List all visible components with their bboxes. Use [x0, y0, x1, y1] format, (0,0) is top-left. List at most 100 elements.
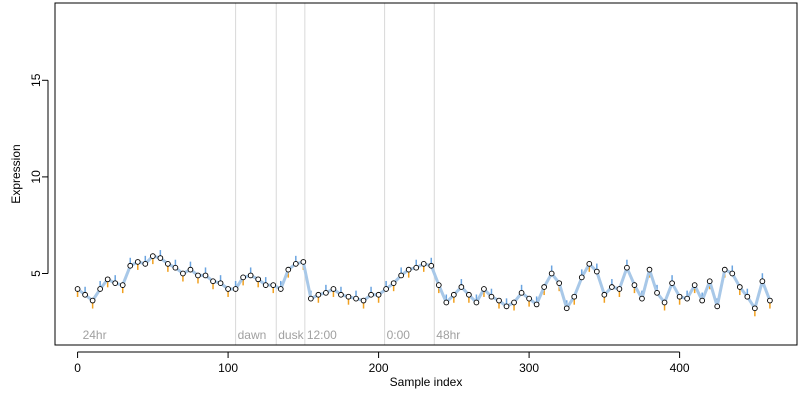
data-point [112, 280, 119, 287]
data-point [767, 297, 773, 304]
data-point [533, 301, 540, 308]
data-point [699, 297, 706, 304]
data-point [315, 291, 322, 298]
data-point [270, 282, 277, 288]
data-point [390, 280, 397, 287]
data-point [752, 305, 758, 312]
plot-frame [54, 2, 798, 346]
x-tick-label: 300 [519, 361, 539, 375]
data-point [165, 260, 171, 267]
data-point [300, 259, 307, 265]
data-point [89, 297, 96, 304]
data-point [420, 260, 427, 267]
data-point [82, 291, 88, 298]
y-axis: 5 10 15 [29, 73, 49, 277]
data-point [578, 274, 585, 281]
data-point [285, 266, 292, 273]
data-point [413, 264, 420, 271]
y-tick-label: 15 [29, 73, 43, 87]
data-point [676, 293, 683, 300]
region-label: 24hr [83, 328, 107, 342]
data-point [548, 270, 555, 277]
x-tick-label: 0 [74, 361, 81, 375]
data-point [428, 262, 435, 269]
data-point [691, 282, 698, 288]
data-point [721, 266, 728, 273]
region-dividers [235, 3, 435, 345]
data-point [405, 266, 412, 273]
x-tick-label: 400 [670, 361, 690, 375]
data-point [684, 295, 690, 302]
data-point [375, 291, 382, 298]
data-point [119, 282, 126, 288]
region-label: 48hr [436, 328, 460, 342]
region-label: dusk [278, 328, 304, 342]
data-point [398, 272, 405, 279]
data-point [127, 262, 134, 269]
data-point [759, 278, 766, 285]
data-point [330, 286, 337, 292]
data-point [338, 291, 344, 298]
data-point [202, 272, 209, 279]
data-point [488, 293, 495, 300]
data-point [172, 264, 179, 271]
data-point [616, 286, 623, 292]
data-point [217, 280, 224, 287]
data-point [255, 276, 262, 283]
data-point [360, 297, 367, 304]
x-tick-label: 200 [369, 361, 389, 375]
data-point [736, 284, 743, 290]
data-point [247, 272, 254, 279]
data-point [74, 286, 81, 292]
data-point [661, 299, 668, 306]
data-point [435, 282, 442, 288]
data-point [563, 305, 570, 312]
data-point [187, 266, 194, 273]
data-point [609, 284, 615, 290]
data-point [292, 260, 299, 267]
data-point [232, 286, 239, 292]
data-point [210, 278, 216, 285]
data-point [481, 286, 487, 292]
data-point [353, 295, 359, 302]
y-axis-title: Expression [9, 144, 23, 203]
data-point [466, 291, 472, 298]
data-point [134, 259, 141, 265]
data-point [142, 260, 149, 267]
y-tick-label: 5 [29, 270, 43, 277]
region-label: 12:00 [307, 328, 337, 342]
region-label: dawn [238, 328, 267, 342]
data-point [496, 297, 502, 304]
data-point [262, 282, 269, 288]
data-point [593, 268, 600, 275]
data-point [714, 303, 721, 310]
x-axis: 0 100 200 300 400 [74, 351, 690, 375]
y-tick-label: 10 [29, 170, 43, 184]
data-point [450, 291, 457, 298]
residual-segments [76, 250, 771, 317]
data-point [149, 253, 156, 259]
data-point [240, 274, 246, 281]
data-point [526, 295, 532, 302]
data-point [639, 295, 645, 302]
x-axis-title: Sample index [390, 375, 463, 389]
data-point [458, 284, 465, 290]
data-point [744, 293, 751, 300]
x-tick-label: 100 [218, 361, 238, 375]
data-point [368, 291, 374, 298]
data-point [503, 303, 510, 310]
data-point [518, 289, 525, 296]
data-point [443, 299, 450, 306]
data-point [308, 295, 314, 302]
data-point [646, 266, 653, 273]
data-point [157, 255, 164, 261]
region-label: 0:00 [387, 328, 411, 342]
data-point [729, 270, 736, 277]
data-point [225, 286, 231, 292]
data-point [323, 289, 329, 296]
data-point [97, 286, 104, 292]
data-point [601, 291, 608, 298]
region-labels: 24hr dawn dusk 12:00 0:00 48hr [83, 328, 461, 342]
data-point [556, 280, 563, 287]
